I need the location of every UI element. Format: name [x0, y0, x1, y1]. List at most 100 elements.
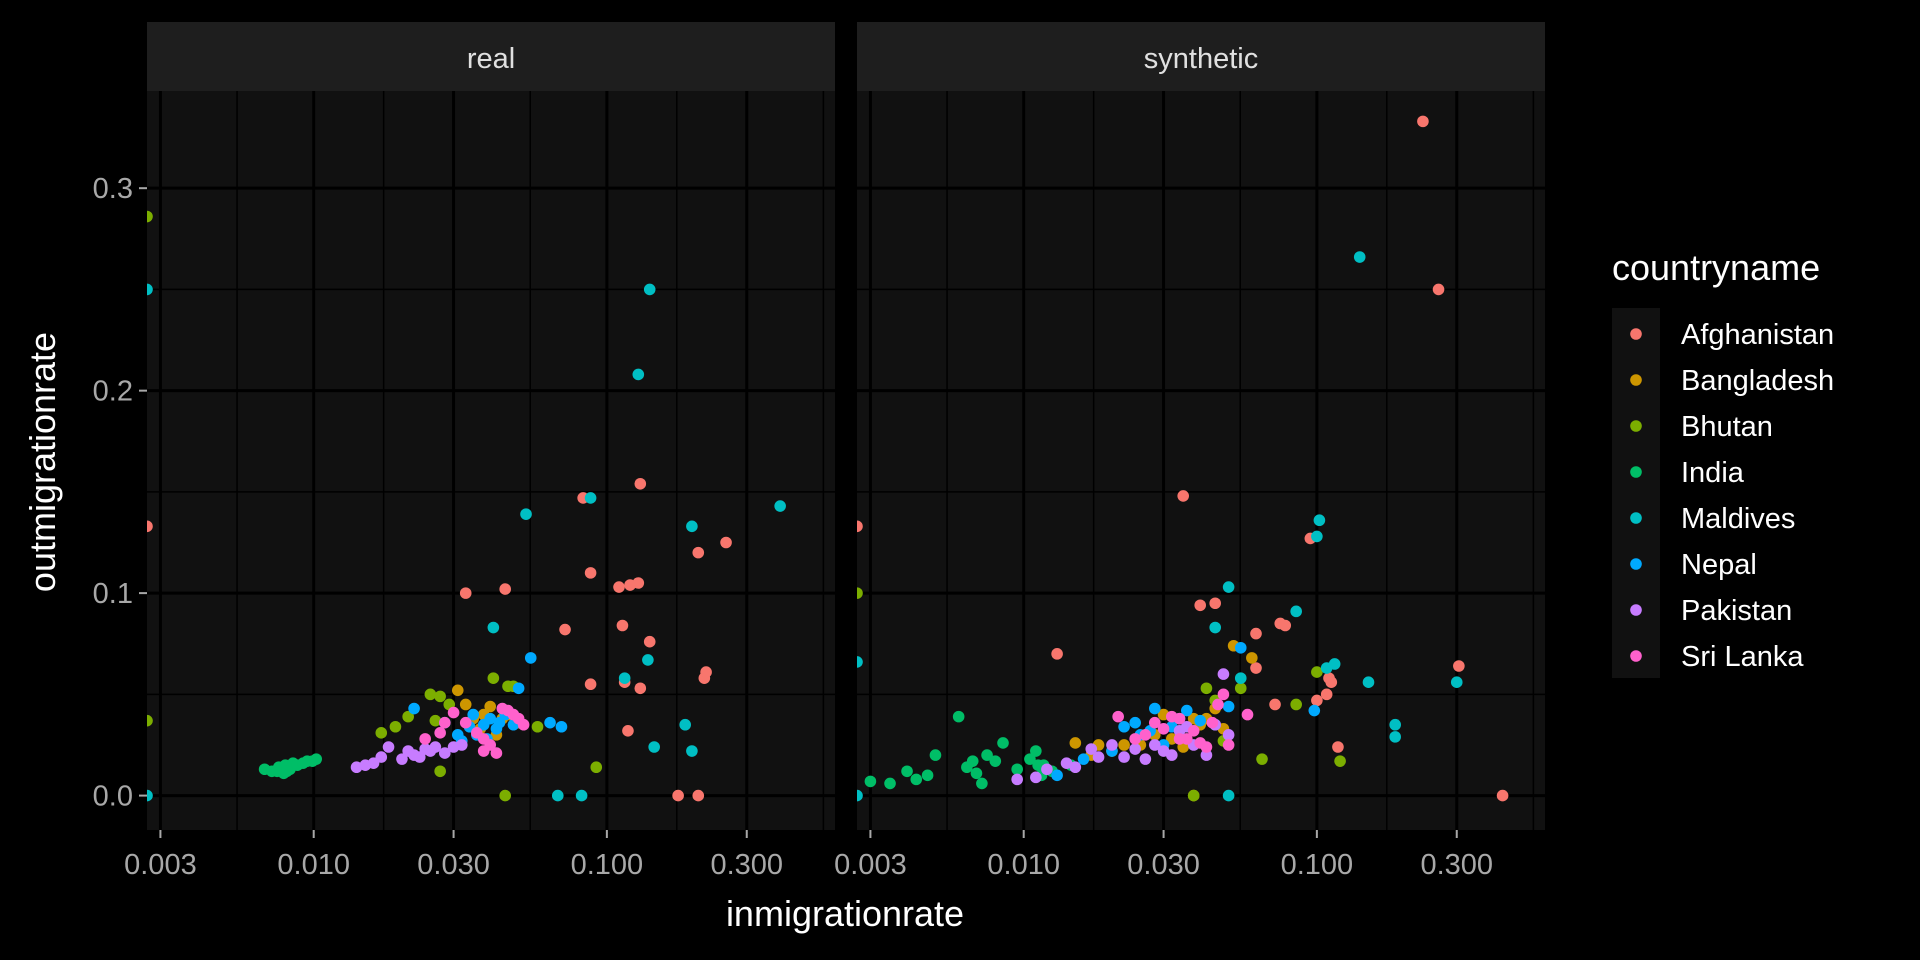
- data-point: [1060, 757, 1073, 769]
- legend-item: Sri Lanka: [1630, 641, 1804, 673]
- data-point: [966, 755, 979, 767]
- legend-item: Maldives: [1630, 503, 1795, 535]
- data-point: [1496, 789, 1509, 802]
- data-point: [1450, 676, 1463, 688]
- legend-key: [1630, 604, 1642, 616]
- data-point: [857, 587, 863, 599]
- data-point: [989, 755, 1002, 767]
- data-point: [857, 656, 863, 668]
- legend-item: Afghanistan: [1630, 319, 1834, 351]
- data-point: [1030, 771, 1042, 784]
- legend-title: countryname: [1612, 247, 1820, 288]
- x-tick-label: 0.300: [710, 849, 783, 881]
- x-tick-label: 0.300: [1420, 849, 1493, 881]
- legend-label: Maldives: [1681, 503, 1795, 535]
- data-point: [1051, 769, 1063, 782]
- y-axis: 0.0 0.1 0.2 0.3: [93, 173, 147, 813]
- data-point: [451, 684, 464, 697]
- data-point: [524, 652, 537, 664]
- legend-item: India: [1630, 457, 1745, 489]
- data-point: [1177, 490, 1190, 502]
- data-point: [1118, 720, 1130, 733]
- data-point: [976, 777, 988, 790]
- data-point: [1308, 704, 1321, 717]
- data-point: [434, 690, 446, 703]
- data-point: [459, 698, 472, 711]
- data-point: [1234, 682, 1247, 695]
- data-point: [1256, 753, 1268, 765]
- data-point: [1432, 283, 1445, 296]
- facet-strip-label: real: [467, 43, 515, 75]
- legend-key: [1630, 558, 1642, 570]
- y-tick-label: 0.1: [93, 578, 133, 610]
- legend-label: Bhutan: [1681, 411, 1773, 443]
- data-point: [1011, 773, 1023, 786]
- data-point: [774, 500, 786, 512]
- data-point: [438, 747, 451, 759]
- data-point: [402, 710, 414, 723]
- data-point: [1187, 789, 1200, 802]
- data-point: [1241, 708, 1254, 721]
- data-point: [281, 765, 293, 778]
- data-point: [1024, 753, 1036, 765]
- data-point: [1290, 698, 1302, 711]
- x-tick-label: 0.100: [1281, 849, 1354, 881]
- data-point: [1222, 700, 1235, 713]
- data-point: [1250, 662, 1262, 674]
- data-point: [484, 700, 497, 713]
- y-tick-label: 0.0: [93, 781, 133, 813]
- data-point: [643, 635, 656, 648]
- data-point: [1165, 749, 1178, 761]
- data-point: [555, 720, 568, 733]
- data-point: [429, 714, 442, 727]
- data-point: [575, 789, 588, 802]
- data-point: [1085, 743, 1098, 755]
- data-point: [1069, 737, 1082, 749]
- data-point: [692, 789, 705, 802]
- data-point: [1051, 648, 1063, 660]
- data-point: [147, 210, 153, 223]
- data-point: [1311, 530, 1323, 543]
- data-point: [1173, 733, 1186, 745]
- panel-synthetic: synthetic 0.003 0.010 0.030 0.100 0.300: [834, 22, 1545, 881]
- data-point: [484, 712, 497, 725]
- data-point: [490, 747, 503, 759]
- data-point: [487, 672, 500, 684]
- panel-real: real 0.003 0.010 0.030 0.100 0.300: [124, 22, 835, 881]
- legend: countryname Afghanistan Bangladesh Bhutan I…: [1612, 247, 1834, 678]
- x-tick-label: 0.010: [987, 849, 1060, 881]
- data-point: [1222, 739, 1235, 751]
- legend-item: Bhutan: [1630, 411, 1773, 443]
- data-point: [686, 520, 698, 533]
- data-point: [1194, 599, 1207, 612]
- data-point: [857, 520, 863, 533]
- data-point: [1139, 753, 1152, 765]
- data-point: [459, 716, 472, 729]
- legend-item: Bangladesh: [1630, 365, 1834, 397]
- data-point: [1139, 729, 1152, 741]
- data-point: [419, 733, 431, 745]
- data-point: [648, 741, 660, 753]
- data-point: [616, 619, 629, 632]
- data-point: [1250, 627, 1262, 640]
- data-point: [438, 716, 451, 729]
- data-point: [551, 789, 564, 802]
- data-point: [1092, 751, 1105, 763]
- data-point: [921, 769, 934, 782]
- data-point: [884, 777, 896, 790]
- data-point: [1157, 722, 1170, 735]
- data-point: [493, 716, 506, 729]
- data-point: [642, 654, 654, 666]
- x-tick-label: 0.100: [571, 849, 644, 881]
- data-point: [1362, 676, 1375, 688]
- data-point: [271, 765, 283, 778]
- legend-label: Sri Lanka: [1681, 641, 1804, 673]
- data-point: [632, 368, 645, 381]
- data-point: [1417, 115, 1429, 128]
- data-point: [147, 714, 153, 727]
- data-point: [720, 536, 732, 549]
- points: [147, 210, 786, 802]
- data-point: [613, 581, 625, 593]
- data-point: [520, 508, 532, 520]
- data-point: [1069, 761, 1082, 774]
